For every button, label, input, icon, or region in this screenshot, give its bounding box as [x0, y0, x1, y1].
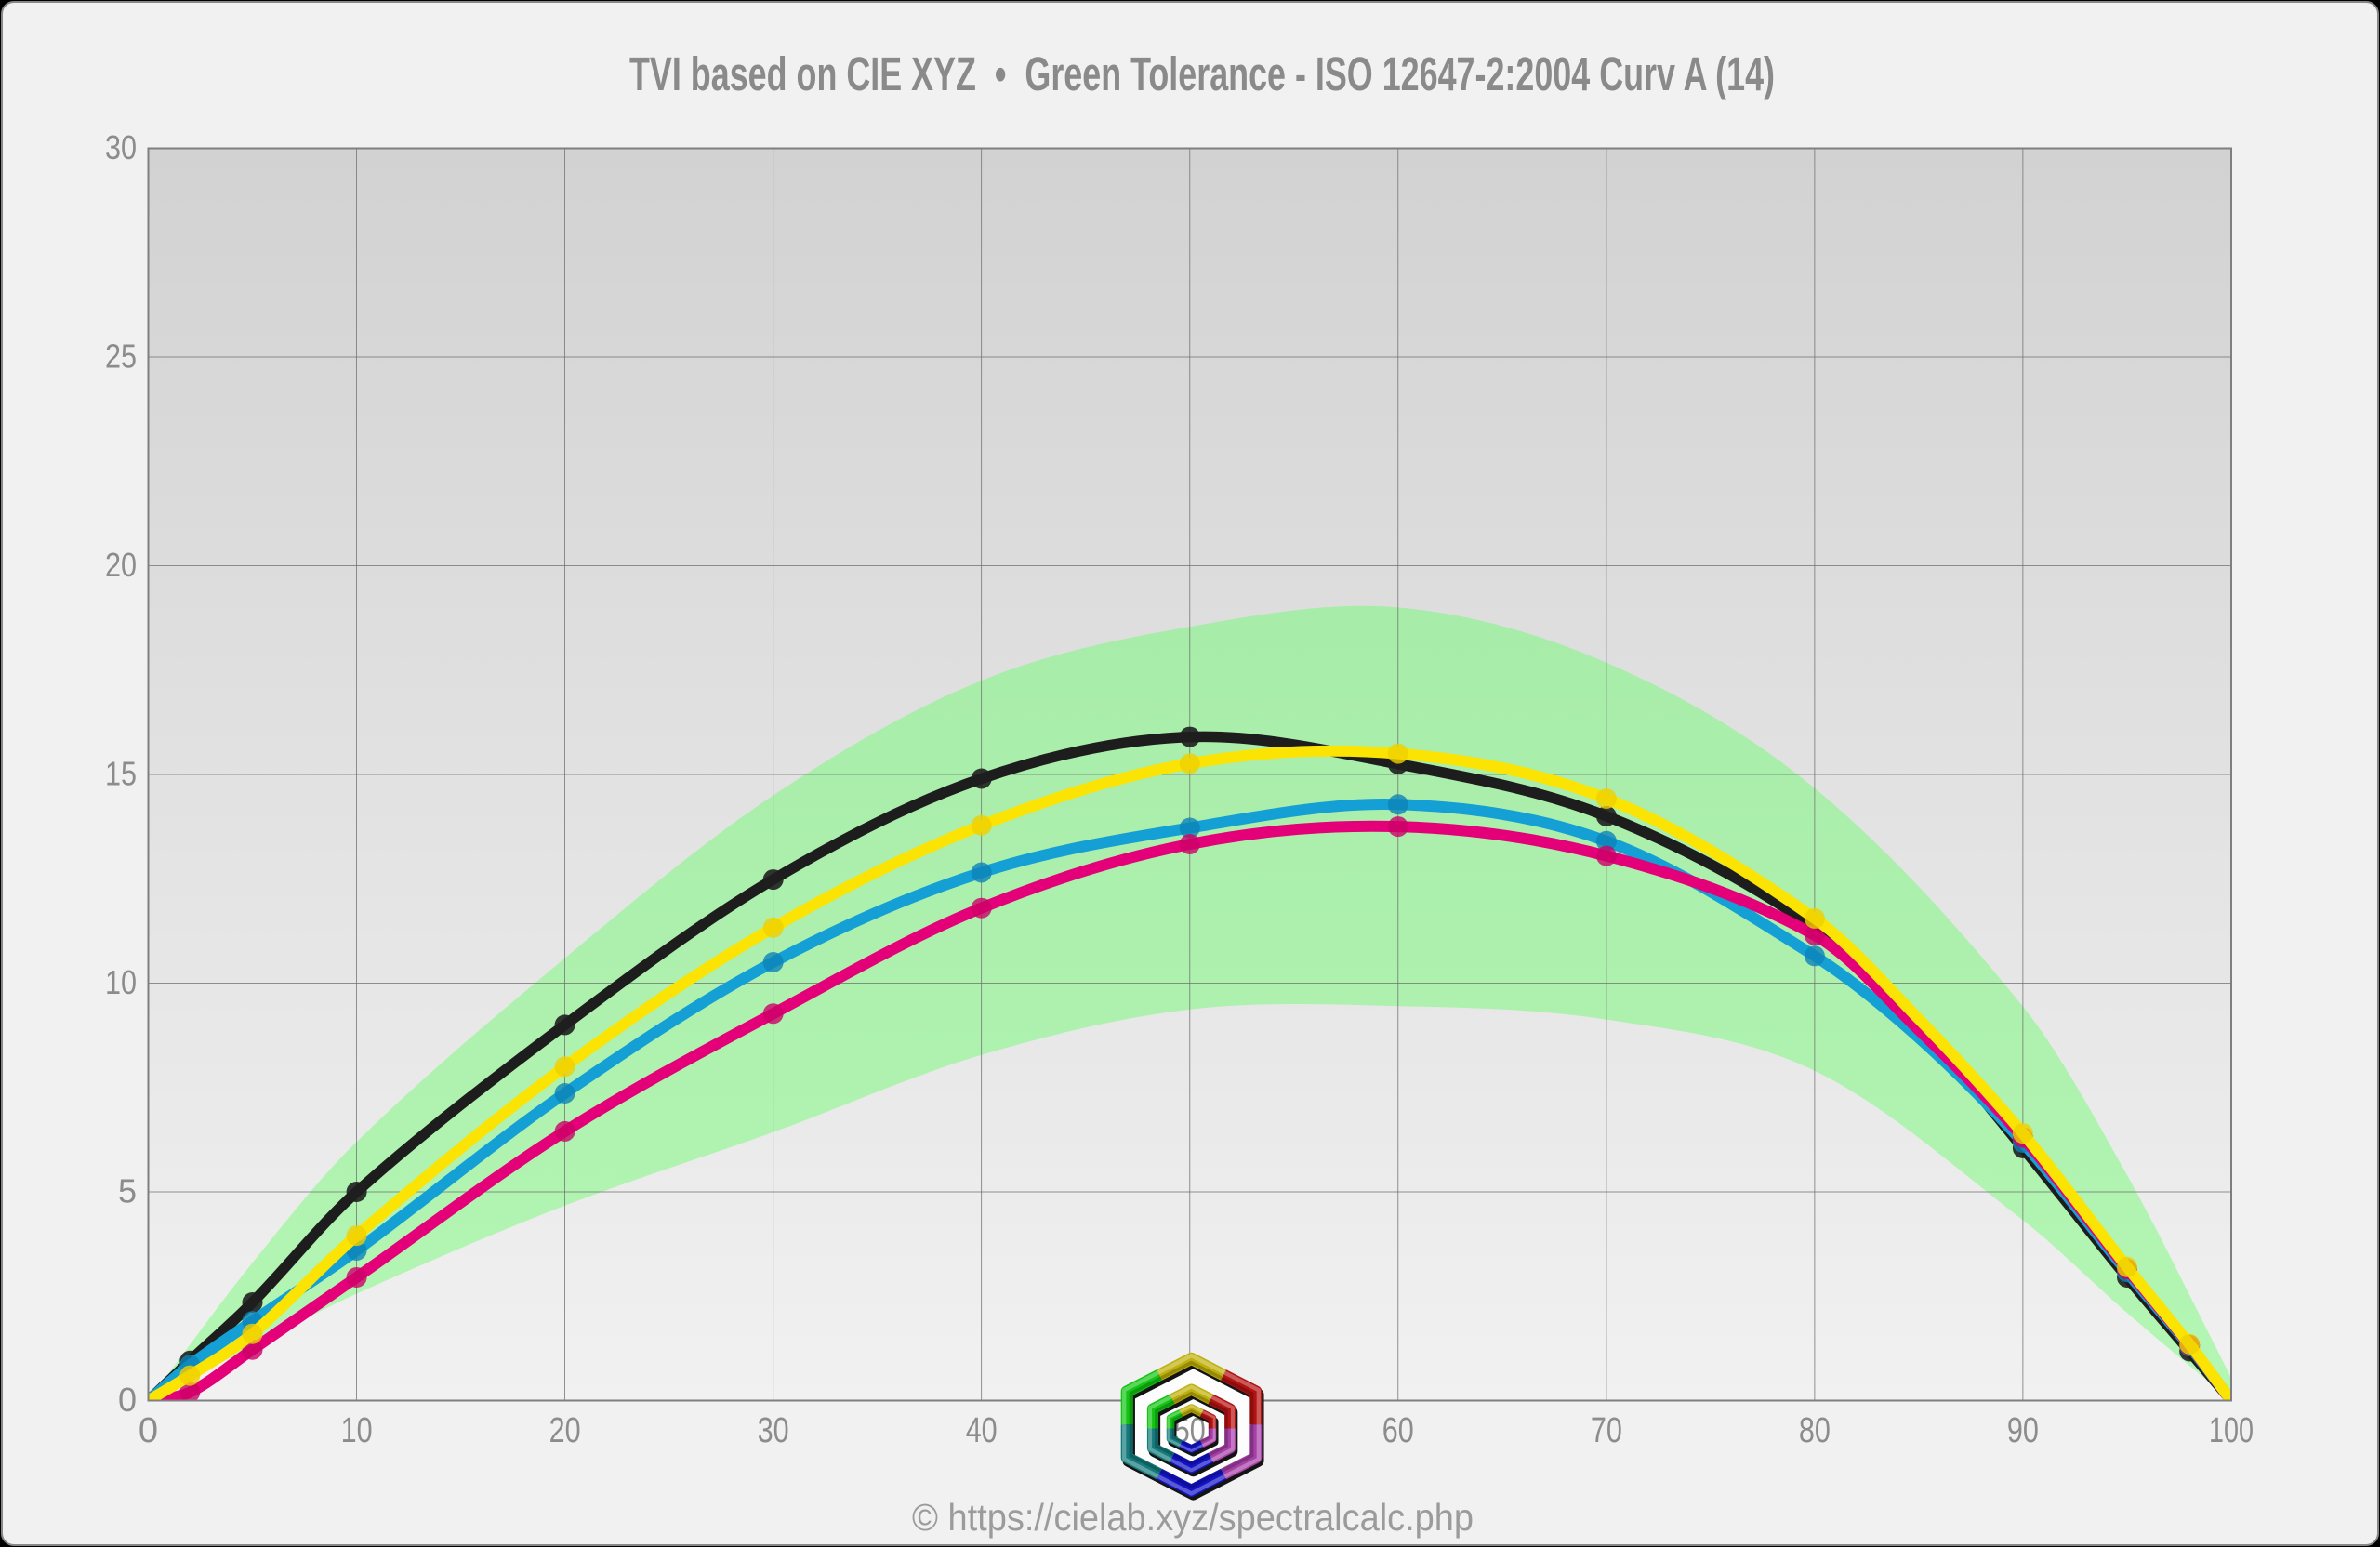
svg-text:80: 80 [1799, 1411, 1831, 1450]
svg-text:60: 60 [1382, 1411, 1414, 1450]
svg-text:25: 25 [105, 337, 137, 376]
svg-text:0: 0 [139, 1411, 158, 1450]
svg-text:© https://cielab.xyz/spectralc: © https://cielab.xyz/spectralcalc.php [912, 1496, 1474, 1539]
svg-text:15: 15 [105, 755, 137, 793]
svg-text:10: 10 [341, 1411, 373, 1450]
svg-text:30: 30 [105, 128, 137, 166]
svg-text:40: 40 [966, 1411, 998, 1450]
svg-text:90: 90 [2007, 1411, 2039, 1450]
svg-text:10: 10 [105, 963, 137, 1001]
svg-text:0: 0 [118, 1381, 137, 1419]
svg-text:5: 5 [118, 1172, 137, 1210]
svg-text:20: 20 [549, 1411, 581, 1450]
svg-text:70: 70 [1591, 1411, 1622, 1450]
svg-text:TVI based on CIE XYZ • Green: TVI based on CIE XYZ • Green Tolerance -… [629, 47, 1775, 100]
svg-text:30: 30 [758, 1411, 789, 1450]
svg-text:20: 20 [105, 546, 137, 584]
svg-text:100: 100 [2209, 1411, 2254, 1450]
